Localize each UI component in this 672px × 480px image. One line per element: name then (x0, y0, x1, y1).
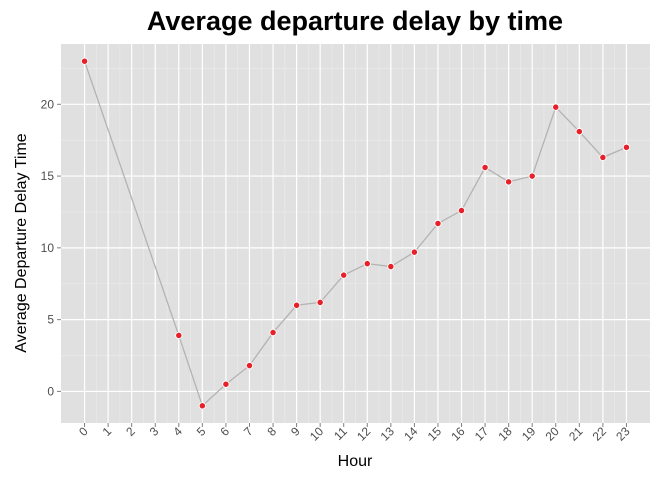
x-tick-label: 17 (472, 424, 492, 444)
data-point (411, 249, 417, 255)
x-tick-label: 0 (76, 424, 91, 439)
x-tick-label: 12 (354, 424, 374, 444)
x-tick-label: 21 (566, 424, 586, 444)
data-point (364, 260, 370, 266)
data-point (529, 173, 535, 179)
x-tick-label: 13 (378, 424, 398, 444)
data-point (176, 332, 182, 338)
x-tick-label: 15 (425, 424, 445, 444)
data-point (458, 207, 464, 213)
y-tick-label: 0 (47, 384, 54, 398)
data-point (293, 302, 299, 308)
data-point (435, 220, 441, 226)
data-point (553, 104, 559, 110)
x-tick-label: 5 (194, 424, 209, 439)
data-point (341, 272, 347, 278)
data-point (223, 381, 229, 387)
data-point (576, 128, 582, 134)
x-tick-label: 23 (613, 424, 633, 444)
data-point (623, 144, 629, 150)
data-point (317, 299, 323, 305)
data-point (482, 164, 488, 170)
x-axis-title: Hour (338, 453, 373, 470)
data-point (600, 154, 606, 160)
x-tick-label: 18 (495, 424, 515, 444)
x-tick-label: 2 (123, 424, 138, 439)
x-tick-label: 1 (100, 424, 115, 439)
data-point (388, 263, 394, 269)
x-axis-ticks: 0 1 2 3 4 5 6 7 8 9 10 11 12 13 14 15 16 17 18 19 20 21 22 23 (76, 423, 633, 444)
x-tick-label: 10 (307, 424, 327, 444)
x-tick-label: 9 (288, 424, 303, 439)
data-point (246, 362, 252, 368)
x-tick-label: 3 (147, 424, 162, 439)
x-tick-label: 22 (590, 424, 610, 444)
data-point (505, 179, 511, 185)
x-tick-label: 16 (448, 424, 468, 444)
y-tick-label: 5 (47, 313, 54, 327)
y-tick-label: 15 (41, 169, 55, 183)
data-point (81, 58, 87, 64)
x-tick-label: 4 (170, 424, 185, 439)
data-point (270, 329, 276, 335)
data-point (199, 403, 205, 409)
y-tick-label: 10 (41, 241, 55, 255)
y-tick-label: 20 (41, 97, 55, 111)
x-tick-label: 14 (401, 424, 421, 444)
y-axis-title: Average Departure Delay Time (13, 133, 30, 352)
x-tick-label: 11 (331, 424, 350, 443)
x-tick-label: 7 (241, 424, 256, 439)
chart-title: Average departure delay by time (147, 6, 563, 36)
x-tick-label: 6 (217, 424, 232, 439)
x-tick-label: 20 (543, 424, 563, 444)
y-axis-ticks: 0 5 10 15 20 (41, 97, 61, 398)
x-tick-label: 19 (519, 424, 539, 444)
x-tick-label: 8 (265, 424, 280, 439)
